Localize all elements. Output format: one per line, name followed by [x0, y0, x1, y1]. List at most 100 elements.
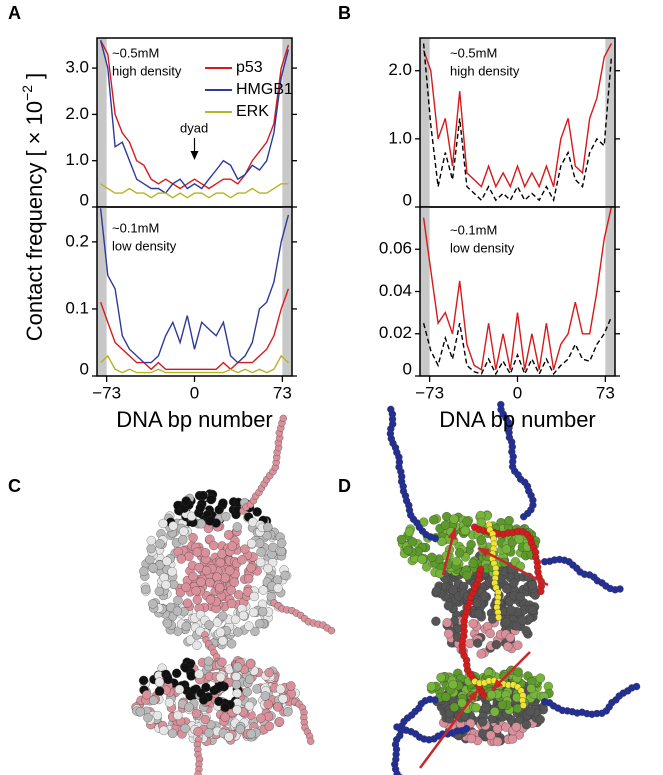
- sphere: [427, 552, 437, 562]
- sphere: [440, 520, 451, 530]
- sphere: [506, 605, 516, 615]
- sphere: [246, 563, 256, 573]
- annotation: low density: [112, 238, 177, 253]
- sphere: [232, 662, 243, 672]
- sphere: [205, 516, 215, 526]
- sphere: [393, 723, 401, 731]
- sphere: [181, 496, 191, 506]
- y-label-text: Contact frequency [ × 10: [22, 101, 47, 341]
- sphere: [442, 618, 452, 628]
- shaded-region: [420, 207, 430, 376]
- sphere: [263, 563, 273, 574]
- molecular-renderings: [131, 400, 641, 775]
- sphere: [616, 585, 624, 593]
- sphere: [245, 659, 256, 669]
- sphere: [167, 567, 177, 577]
- sphere: [478, 729, 488, 739]
- sphere: [215, 627, 226, 637]
- sphere: [143, 713, 153, 723]
- sphere: [249, 607, 259, 618]
- sphere: [159, 725, 169, 736]
- y-tick-label: 0.04: [379, 281, 412, 300]
- sphere: [515, 592, 526, 602]
- sphere: [479, 591, 490, 601]
- sphere: [233, 627, 243, 637]
- sphere: [244, 574, 254, 584]
- sphere: [232, 705, 242, 715]
- x-tick-label: −73: [415, 383, 444, 402]
- sphere: [141, 584, 151, 595]
- sphere: [502, 584, 512, 594]
- sphere: [535, 714, 545, 725]
- sphere: [520, 702, 527, 709]
- sphere: [196, 519, 206, 529]
- sphere: [245, 674, 255, 684]
- annotation: ~0.1mM: [112, 220, 159, 235]
- arrow: [477, 546, 549, 587]
- sphere: [260, 691, 270, 701]
- sphere: [283, 707, 293, 717]
- sphere: [200, 714, 210, 725]
- annotation: ~0.1mM: [450, 222, 497, 237]
- sphere: [226, 598, 237, 609]
- sphere: [172, 668, 182, 678]
- sphere: [263, 699, 273, 709]
- sphere: [191, 586, 201, 596]
- sphere: [273, 583, 283, 593]
- sphere: [426, 681, 437, 692]
- sphere: [146, 543, 156, 554]
- arrowhead: [447, 528, 457, 540]
- y-tick-label: 0: [80, 190, 89, 209]
- sphere: [167, 728, 178, 739]
- sphere: [155, 539, 165, 549]
- sphere: [535, 673, 546, 683]
- sphere: [176, 554, 186, 564]
- panel-label: A: [8, 3, 21, 23]
- sphere: [188, 571, 198, 582]
- sphere: [215, 557, 225, 568]
- sphere: [387, 405, 395, 414]
- y-tick-label: 0.06: [379, 239, 412, 258]
- sphere: [481, 702, 491, 713]
- sphere: [403, 545, 413, 556]
- sphere: [212, 617, 223, 627]
- sphere: [396, 534, 407, 545]
- sphere: [204, 728, 214, 738]
- sphere: [511, 621, 522, 631]
- sphere: [238, 610, 249, 621]
- x-tick-label: 73: [596, 383, 615, 402]
- data-line: [99, 208, 290, 364]
- annotation: ~0.5mM: [450, 45, 497, 60]
- sphere: [286, 681, 296, 691]
- legend-label: ERK: [236, 103, 269, 120]
- sphere: [460, 525, 470, 536]
- sphere: [492, 736, 503, 747]
- sphere: [509, 578, 519, 588]
- sphere: [276, 546, 286, 557]
- annotation: high density: [112, 63, 182, 78]
- x-tick-label: 0: [513, 383, 522, 402]
- sphere: [521, 720, 532, 730]
- sphere: [273, 702, 283, 712]
- shaded-region: [605, 207, 615, 376]
- sphere: [205, 595, 216, 605]
- annotation: dyad: [180, 120, 208, 135]
- data-line: [422, 316, 613, 376]
- sphere: [142, 690, 152, 700]
- sphere: [204, 620, 214, 630]
- sphere: [468, 558, 478, 568]
- sphere: [246, 538, 257, 549]
- sphere: [172, 606, 183, 616]
- sphere: [218, 611, 228, 621]
- sphere: [468, 618, 478, 629]
- sphere: [504, 515, 514, 526]
- data-line: [100, 354, 289, 374]
- sphere: [178, 535, 188, 545]
- sphere: [443, 601, 454, 611]
- sphere: [235, 724, 245, 734]
- sphere: [274, 717, 285, 727]
- sphere: [431, 616, 441, 626]
- x-tick-label: 73: [273, 383, 292, 402]
- sphere: [192, 547, 202, 557]
- sphere: [473, 609, 484, 619]
